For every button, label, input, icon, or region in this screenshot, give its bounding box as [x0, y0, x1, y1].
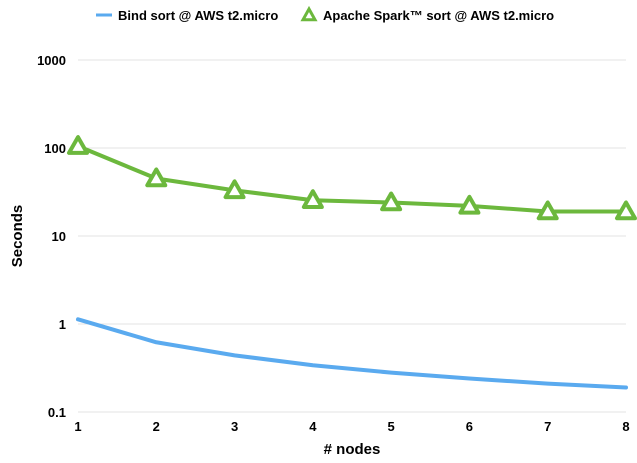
data-point [380, 191, 403, 212]
series-1 [76, 317, 628, 390]
data-point [223, 179, 246, 200]
legend-item: Bind sort @ AWS t2.micro [96, 8, 278, 23]
y-tick-label: 100 [44, 141, 66, 156]
legend-label: Apache Spark™ sort @ AWS t2.micro [323, 8, 554, 23]
data-point [301, 189, 324, 209]
y-tick-label: 1 [59, 317, 66, 332]
series-line [76, 317, 628, 390]
x-tick-label: 4 [309, 419, 317, 434]
x-tick-label: 8 [622, 419, 629, 434]
data-point [536, 200, 559, 221]
gridlines [78, 59, 626, 413]
series-layer [67, 135, 637, 390]
x-tick-label: 6 [466, 419, 473, 434]
x-tick-label: 2 [153, 419, 160, 434]
x-tick-label: 7 [544, 419, 551, 434]
data-point [67, 135, 89, 155]
x-tick-label: 5 [388, 419, 395, 434]
y-axis-title: Seconds [9, 205, 26, 268]
data-point [615, 200, 637, 221]
legend-swatch [300, 5, 318, 22]
legend: Bind sort @ AWS t2.micro Apache Spark™ so… [96, 5, 554, 23]
data-point [458, 194, 481, 215]
legend-item: Apache Spark™ sort @ AWS t2.micro [300, 5, 554, 23]
x-tick-label: 1 [74, 419, 81, 434]
x-axis-ticks: 1 2 3 4 5 6 7 8 [74, 419, 629, 434]
legend-label: Bind sort @ AWS t2.micro [118, 8, 278, 23]
x-axis-title: # nodes [324, 441, 381, 458]
y-tick-label: 1000 [37, 53, 66, 68]
data-point [145, 167, 168, 188]
y-tick-label: 0.1 [48, 405, 66, 420]
series-2 [67, 135, 637, 221]
x-tick-label: 3 [231, 419, 238, 434]
series-line [76, 144, 628, 214]
y-axis-ticks: 0.1 1 10 100 1000 [37, 53, 66, 420]
y-tick-label: 10 [52, 229, 66, 244]
